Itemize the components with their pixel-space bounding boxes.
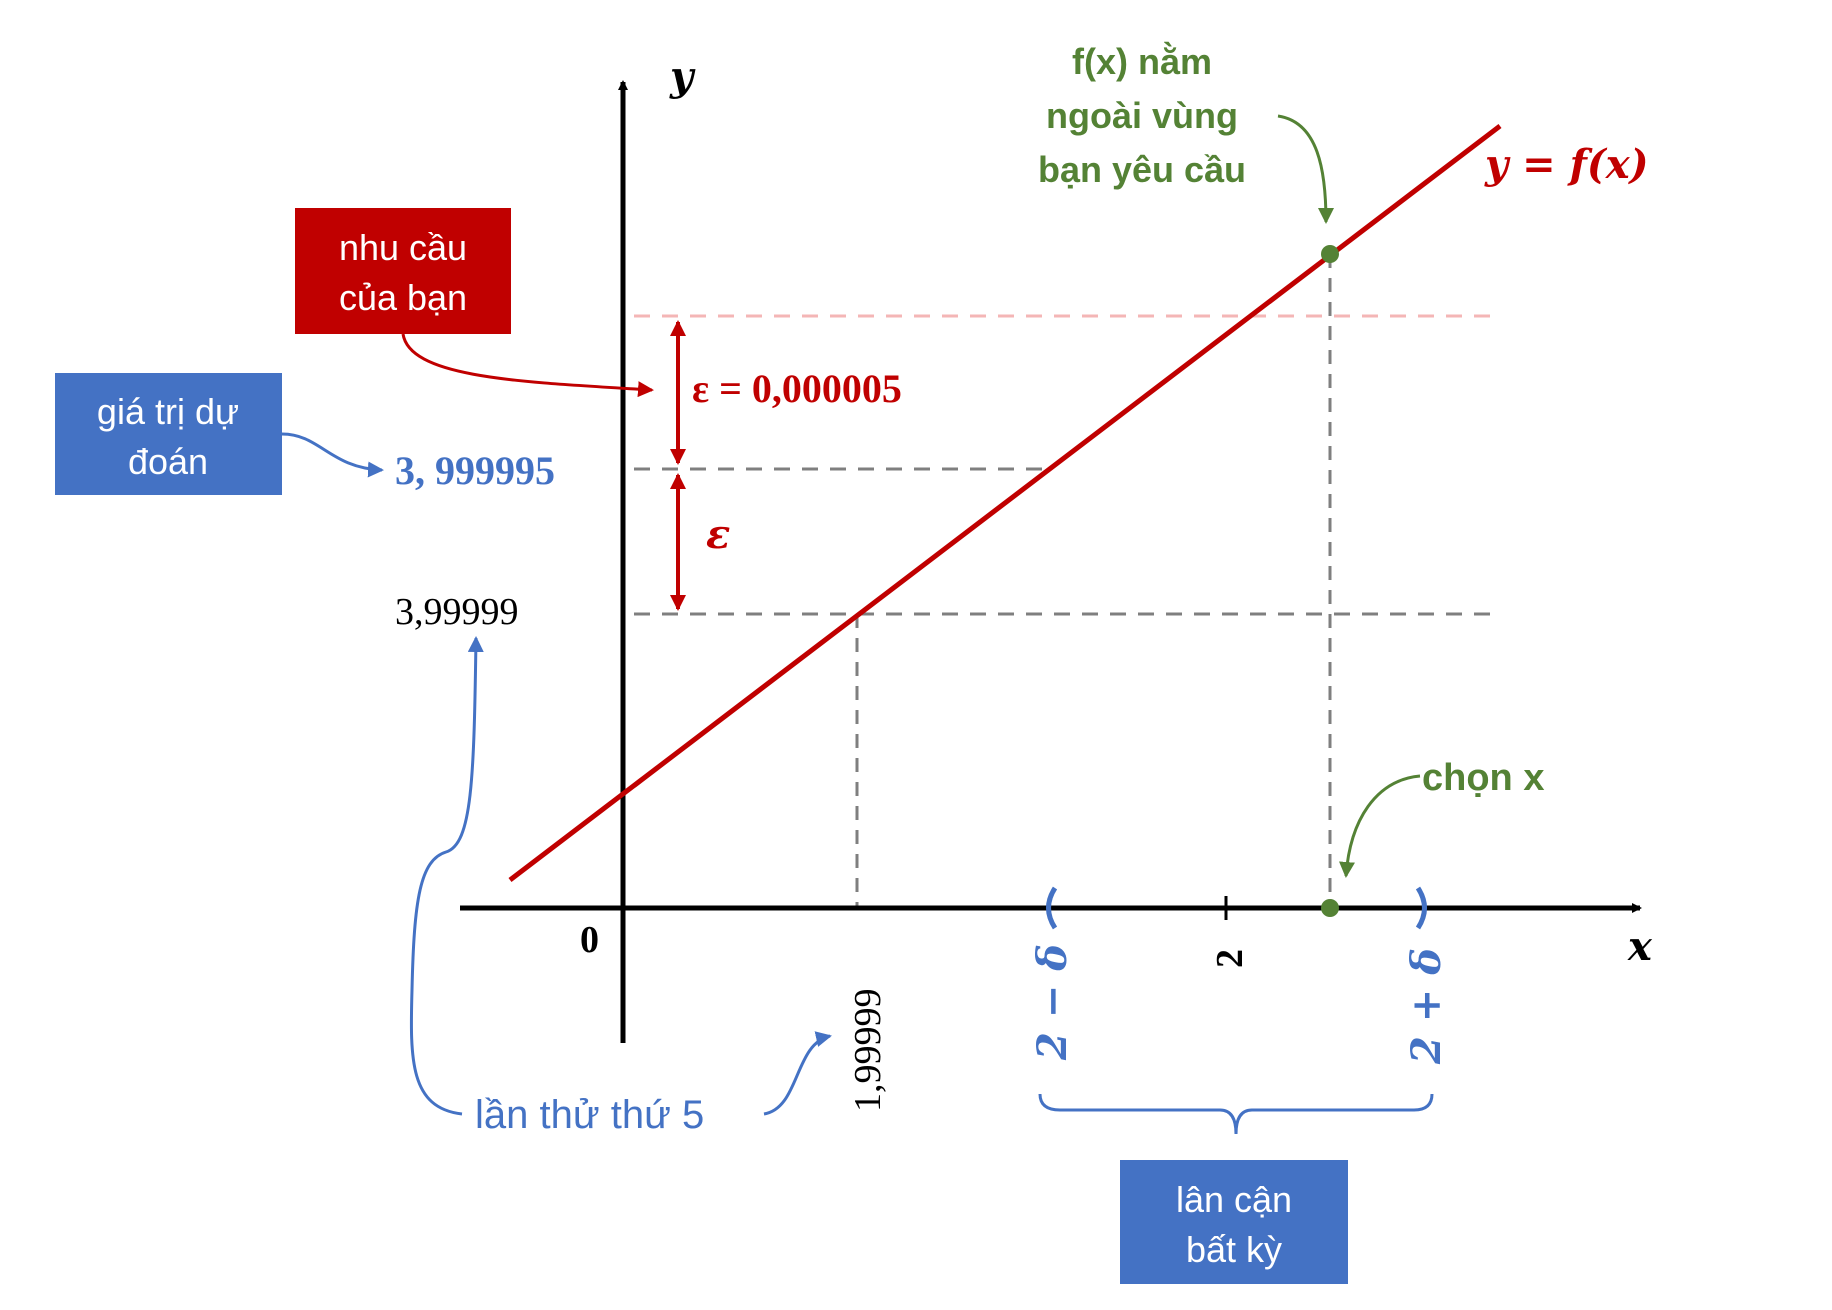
- outside-line-3: bạn yêu cầu: [1038, 149, 1246, 190]
- predicted-box: [55, 373, 282, 495]
- neighborhood-line-1: lân cận: [1176, 1179, 1292, 1220]
- predicted-line-1: giá trị dự: [97, 391, 239, 432]
- requirement-arrow: [401, 333, 654, 398]
- chosen-x-point: [1321, 899, 1339, 917]
- requirement-line-2: của bạn: [339, 277, 467, 318]
- neighborhood-box: [1120, 1160, 1348, 1284]
- function-line: [508, 124, 1502, 882]
- neighborhood-line-2: bất kỳ: [1186, 1229, 1282, 1270]
- outside-line-2: ngoài vùng: [1046, 95, 1238, 136]
- right-paren: [1415, 886, 1427, 930]
- choose-x-arrow: [1339, 774, 1421, 878]
- attempt-arrow-right: [763, 1031, 832, 1116]
- attempt-brace-left: [409, 636, 484, 1116]
- right-bound-label: 2 + δ: [1403, 948, 1450, 1065]
- tick-2-label: 2: [1209, 949, 1251, 968]
- left-paren: [1046, 886, 1058, 930]
- predicted-arrow: [281, 432, 384, 478]
- neighborhood-brace: [1038, 1093, 1434, 1135]
- curve-label: y = f(x): [1484, 141, 1649, 188]
- y-axis-label: y: [669, 53, 696, 100]
- choose-x-label: chọn x: [1422, 757, 1544, 799]
- origin-label: 0: [580, 919, 599, 961]
- attempt-x-label: 1,99999: [847, 989, 889, 1113]
- outside-arrow: [1277, 114, 1334, 224]
- epsilon-lower-label: ε: [706, 511, 730, 558]
- attempt-label: lần thử thứ 5: [475, 1093, 704, 1137]
- epsilon-upper-label: ε = 0,000005: [692, 366, 902, 411]
- predicted-line-2: đoán: [128, 441, 208, 482]
- outside-line-1: f(x) nằm: [1072, 40, 1212, 82]
- x-axis-label: x: [1627, 923, 1653, 970]
- left-bound-label: 2 − δ: [1029, 944, 1076, 1061]
- predicted-y-label: 3, 999995: [395, 448, 555, 493]
- attempt-y-label: 3,99999: [395, 591, 519, 633]
- f-chosen-point: [1321, 245, 1339, 263]
- requirement-box: [295, 208, 511, 334]
- requirement-line-1: nhu cầu: [339, 227, 467, 268]
